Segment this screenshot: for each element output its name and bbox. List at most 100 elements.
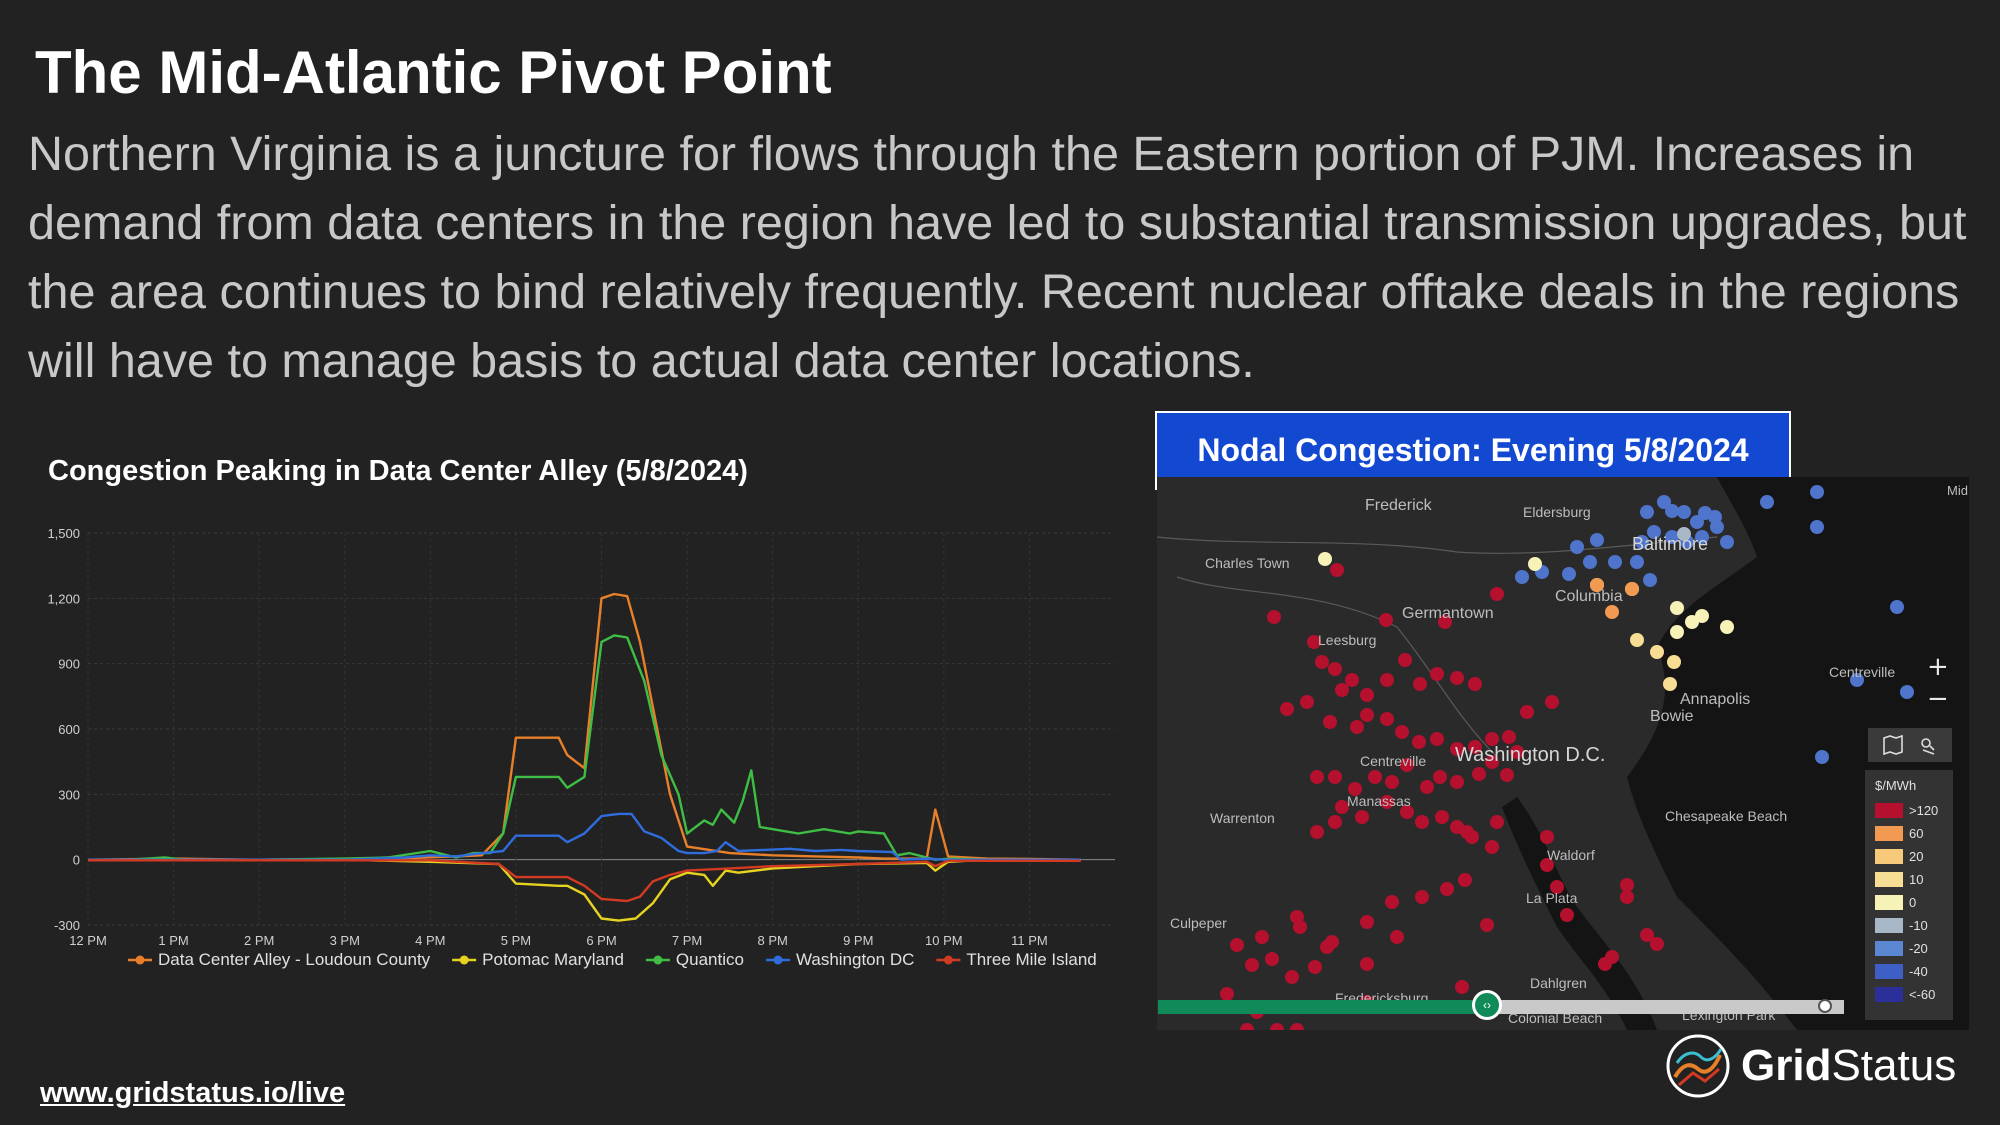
map-node-high[interactable] <box>1438 615 1452 629</box>
map-node-high[interactable] <box>1350 720 1364 734</box>
map-node-negative[interactable] <box>1890 600 1904 614</box>
map-node-negative[interactable] <box>1665 530 1679 544</box>
map-node-high[interactable] <box>1480 918 1494 932</box>
map-node-high[interactable] <box>1430 732 1444 746</box>
map-node-high[interactable] <box>1440 882 1454 896</box>
map-node-low[interactable] <box>1528 557 1542 571</box>
map-node-high[interactable] <box>1310 770 1324 784</box>
map-node-high[interactable] <box>1285 970 1299 984</box>
map-node-high[interactable] <box>1360 915 1374 929</box>
map-node-low[interactable] <box>1630 633 1644 647</box>
map-node-high[interactable] <box>1400 758 1414 772</box>
map-node-high[interactable] <box>1450 775 1464 789</box>
map-node-high[interactable] <box>1430 667 1444 681</box>
map-node-high[interactable] <box>1395 725 1409 739</box>
map-node-high[interactable] <box>1458 873 1472 887</box>
map-node-negative[interactable] <box>1657 495 1671 509</box>
map-node-high[interactable] <box>1390 930 1404 944</box>
map-node-high[interactable] <box>1355 810 1369 824</box>
map-node-high[interactable] <box>1545 695 1559 709</box>
map-node-high[interactable] <box>1400 805 1414 819</box>
map-node-high[interactable] <box>1620 878 1634 892</box>
map-node-high[interactable] <box>1315 655 1329 669</box>
map-node-high[interactable] <box>1230 938 1244 952</box>
map-node-negative[interactable] <box>1710 520 1724 534</box>
map-node-negative[interactable] <box>1760 495 1774 509</box>
map-node-negative[interactable] <box>1608 555 1622 569</box>
map-node-negative[interactable] <box>1720 535 1734 549</box>
map-node-high[interactable] <box>1455 980 1469 994</box>
map-node-negative[interactable] <box>1695 530 1709 544</box>
map-node-high[interactable] <box>1510 745 1524 759</box>
map-node-high[interactable] <box>1335 800 1349 814</box>
map-node-high[interactable] <box>1240 1023 1254 1030</box>
map-node-high[interactable] <box>1290 1023 1304 1030</box>
time-slider-track[interactable] <box>1488 1000 1844 1014</box>
map-node-high[interactable] <box>1415 890 1429 904</box>
map-node-high[interactable] <box>1485 755 1499 769</box>
map-node-negative[interactable] <box>1810 520 1824 534</box>
map-node-low[interactable] <box>1670 601 1684 615</box>
map-node-low[interactable] <box>1318 552 1332 566</box>
map-node-high[interactable] <box>1500 768 1514 782</box>
map-node-high[interactable] <box>1450 671 1464 685</box>
map-node-high[interactable] <box>1360 957 1374 971</box>
map-node-high[interactable] <box>1490 587 1504 601</box>
map-node-high[interactable] <box>1620 890 1634 904</box>
map-node-high[interactable] <box>1368 770 1382 784</box>
map-style-toggle[interactable] <box>1868 728 1952 762</box>
map-node-low[interactable] <box>1720 620 1734 634</box>
map-node-high[interactable] <box>1460 825 1474 839</box>
map-node-high[interactable] <box>1330 563 1344 577</box>
map-node-high[interactable] <box>1485 732 1499 746</box>
map-node-high[interactable] <box>1328 815 1342 829</box>
map-node-high[interactable] <box>1560 908 1574 922</box>
map-node-high[interactable] <box>1640 928 1654 942</box>
map-node-high[interactable] <box>1320 940 1334 954</box>
zoom-out-button[interactable]: − <box>1927 684 1949 714</box>
map-node-negative[interactable] <box>1810 485 1824 499</box>
map-node-high[interactable] <box>1468 677 1482 691</box>
map-node-high[interactable] <box>1220 987 1234 1001</box>
map-node-negative[interactable] <box>1562 567 1576 581</box>
map-node-high[interactable] <box>1328 662 1342 676</box>
map-node-high[interactable] <box>1490 815 1504 829</box>
map-node-high[interactable] <box>1293 920 1307 934</box>
map-node-negative[interactable] <box>1850 673 1864 687</box>
time-slider-progress[interactable] <box>1158 1000 1488 1014</box>
map-node-negative[interactable] <box>1635 535 1649 549</box>
map-node-high[interactable] <box>1265 952 1279 966</box>
map-node-low[interactable] <box>1685 615 1699 629</box>
map-node-high[interactable] <box>1472 767 1486 781</box>
map-node-high[interactable] <box>1540 830 1554 844</box>
map-node-high[interactable] <box>1348 782 1362 796</box>
time-slider-end-handle[interactable] <box>1818 999 1832 1013</box>
congestion-map[interactable] <box>1157 477 1969 1030</box>
map-node-high[interactable] <box>1270 1023 1284 1030</box>
map-node-high[interactable] <box>1245 958 1259 972</box>
map-node-high[interactable] <box>1335 683 1349 697</box>
map-node-high[interactable] <box>1385 775 1399 789</box>
map-node-high[interactable] <box>1420 780 1434 794</box>
map-node-low[interactable] <box>1650 645 1664 659</box>
map-node-negative[interactable] <box>1583 555 1597 569</box>
map-node-high[interactable] <box>1323 715 1337 729</box>
map-node-high[interactable] <box>1380 712 1394 726</box>
map-node-high[interactable] <box>1433 770 1447 784</box>
map-node-high[interactable] <box>1450 742 1464 756</box>
map-node-high[interactable] <box>1650 937 1664 951</box>
map-node-high[interactable] <box>1415 815 1429 829</box>
map-node-high[interactable] <box>1502 730 1516 744</box>
map-node-high[interactable] <box>1468 740 1482 754</box>
map-node-high[interactable] <box>1398 653 1412 667</box>
map-node-high[interactable] <box>1310 825 1324 839</box>
map-node-negative[interactable] <box>1647 525 1661 539</box>
zoom-in-button[interactable]: + <box>1927 652 1949 682</box>
map-node-negative[interactable] <box>1590 533 1604 547</box>
map-node-high[interactable] <box>1379 613 1393 627</box>
map-node-high[interactable] <box>1307 635 1321 649</box>
map-node-low[interactable] <box>1667 655 1681 669</box>
map-node-high[interactable] <box>1385 895 1399 909</box>
map-node-low[interactable] <box>1663 677 1677 691</box>
gridstatus-live-link[interactable]: www.gridstatus.io/live <box>40 1077 346 1109</box>
